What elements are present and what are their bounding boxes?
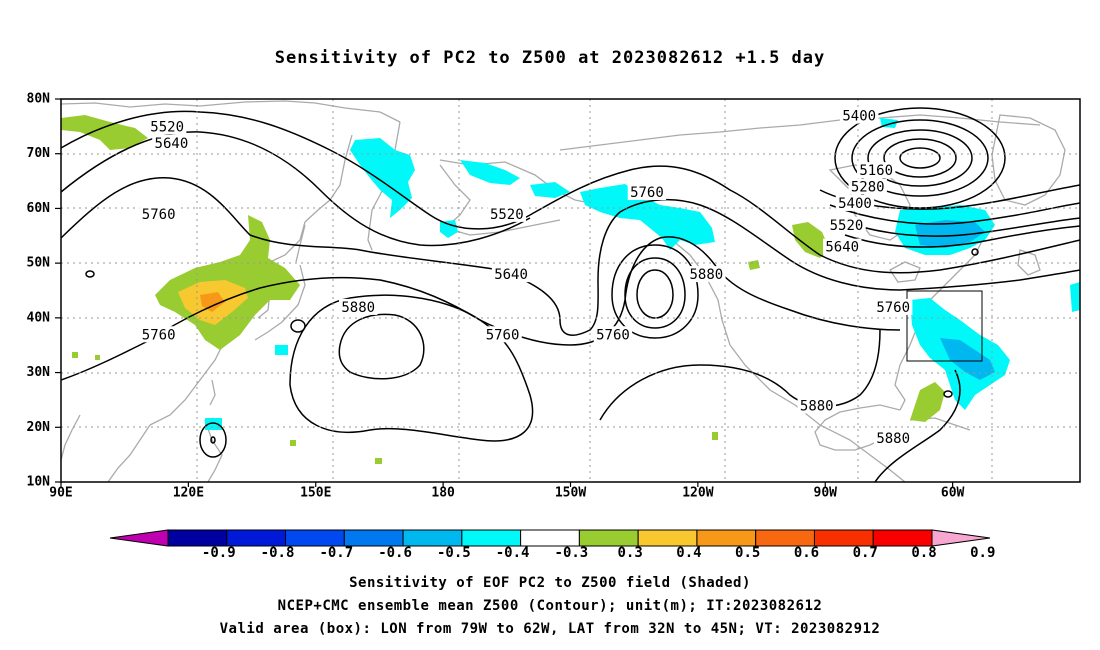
lon-label: 150W [555,486,586,501]
contour-label: 5880 [341,300,375,316]
colorbar-label: 0.7 [853,545,878,561]
colorbar-label: 0.6 [794,545,819,561]
contour-label-bg [147,118,187,135]
contour-label: 5400 [842,108,876,124]
colorbar-label: 0.3 [618,545,643,561]
colorbar-segment [813,529,874,547]
colorbar-segment [520,529,580,547]
lat-label: 20N [27,420,51,435]
contour-label-bg [797,397,836,414]
lat-label: 50N [27,256,51,271]
contour-label: 5160 [859,163,893,179]
contour-label: 5400 [838,196,872,212]
colorbar-segment [637,529,698,547]
contour-label: 5760 [596,327,630,343]
colorbar-segment [167,529,228,547]
lon-label: 60W [941,486,965,501]
valid-area-box [906,290,983,362]
contour-label: 5880 [690,267,724,283]
contour-label-bg [139,205,178,222]
contour-label: 5640 [494,267,528,283]
contour-label-bg [687,266,726,283]
contour-label-bg [491,266,531,283]
contour-label: 5760 [876,300,910,316]
colorbar-segment [343,529,404,547]
contour-label: 5520 [830,218,864,234]
colorbar-extend-high [931,529,991,547]
contour-label: 5760 [142,327,176,343]
colorbar-label: -0.4 [496,545,530,561]
lat-label: 60N [27,201,51,216]
contour-label: 5880 [800,398,834,414]
colorbar-segment [402,529,463,547]
contour-label-bg [593,326,633,343]
lat-label: 80N [27,92,51,107]
colorbar-segment [696,529,757,547]
latitude-axis: 80N 70N 60N 50N 40N 30N 20N 10N [27,92,61,490]
lat-label: 70N [27,146,51,161]
contour-label-bg [823,238,862,255]
lat-label: 30N [27,365,51,380]
graticule [61,99,1080,482]
contour-label-bg [840,107,879,124]
lon-label: 180 [431,486,455,501]
colorbar-label: -0.7 [319,545,353,561]
longitude-axis: 90E 120E 150E 180 150W 120W 90W 60W [49,482,965,501]
contour-label: 5760 [486,327,520,343]
colorbar-segment [285,529,345,547]
contour-label-bg [152,134,191,151]
contour-label-bg [873,430,913,447]
colorbar-label: -0.9 [202,545,236,561]
contour-label-bg [483,326,522,343]
colorbar-extend-low [109,529,169,547]
contour-label-bg [857,162,896,179]
lon-label: 150E [300,486,331,501]
contour-label: 5280 [851,180,885,196]
lon-label: 120E [173,486,204,501]
colorbar-segment [578,529,639,547]
lon-label: 90E [49,486,72,501]
contour-label: 5760 [630,185,664,201]
contour-label-bg [487,205,527,222]
colorbar-segment [226,529,287,547]
caption-shading: Sensitivity of EOF PC2 to Z500 field (Sh… [349,575,751,591]
colorbar-segment [755,529,815,547]
colorbar-label: -0.3 [555,545,589,561]
contour-label-bg [873,298,913,315]
contour-label-bg [848,178,887,195]
z500-contours [61,107,1080,482]
colorbar-segment [872,529,933,547]
caption-contours: NCEP+CMC ensemble mean Z500 (Contour); u… [277,598,823,614]
colorbar-label: -0.8 [261,545,295,561]
lat-label: 10N [27,475,51,490]
colorbar: -0.9 -0.8 -0.7 -0.6 -0.5 -0.4 -0.3 0.3 0.4 0.5 0.6… [109,529,995,561]
contour-label: 5520 [490,207,524,223]
lat-label: 40N [27,310,51,325]
contour-label: 5520 [150,119,184,135]
contour-label: 5760 [142,207,176,223]
contour-label-bg [827,216,866,233]
colorbar-label: -0.6 [378,545,412,561]
colorbar-label: 0.5 [735,545,760,561]
contour-label: 5640 [155,136,189,152]
contour-label: 5880 [876,431,910,447]
contour-label-bg [627,184,667,201]
lon-label: 90W [814,486,838,501]
colorbar-segment [461,529,522,547]
caption-valid-area: Valid area (box): LON from 79W to 62W, L… [219,621,881,637]
contour-label-bg [835,194,875,211]
colorbar-label: 0.8 [911,545,936,561]
colorbar-label: 0.4 [676,545,701,561]
colorbar-label: 0.9 [970,545,995,561]
contour-label-bg [339,298,378,315]
contour-label-bg [139,326,178,343]
contour-label: 5640 [825,240,859,256]
map-title: Sensitivity of PC2 to Z500 at 2023082612… [274,48,826,68]
lon-label: 120W [682,486,713,501]
colorbar-label: -0.5 [437,545,471,561]
